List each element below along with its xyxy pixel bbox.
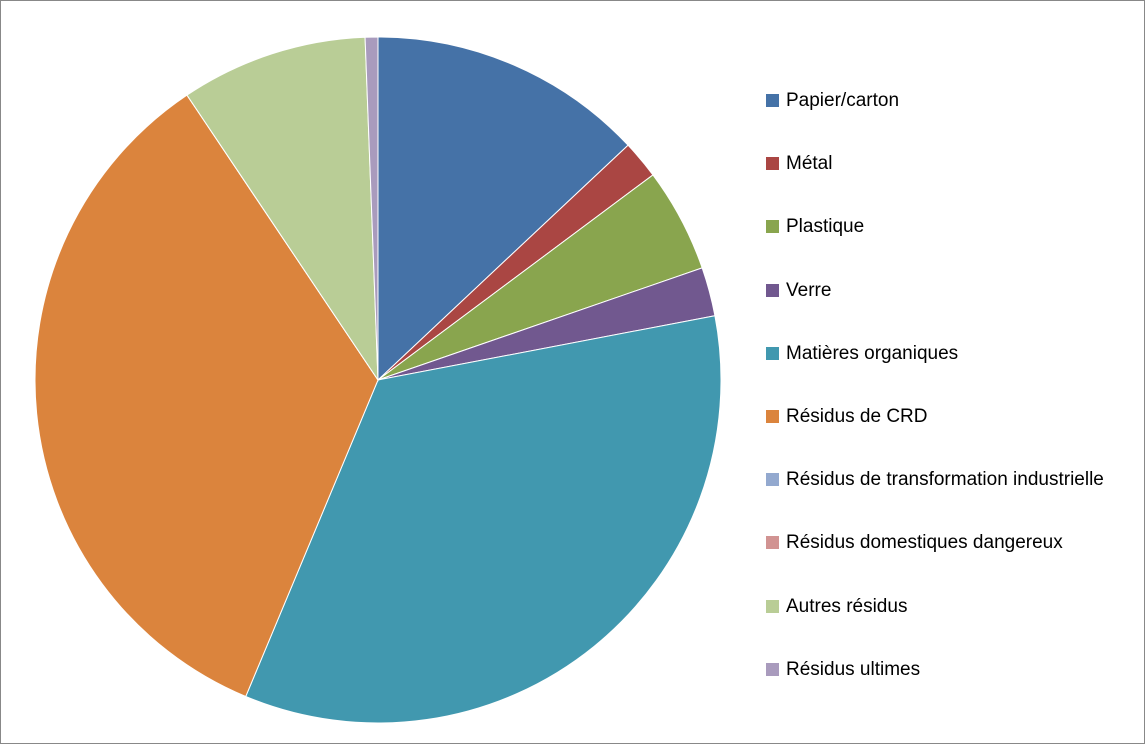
pie-slice [364, 36, 379, 381]
legend-swatch [766, 220, 779, 234]
legend-label: Papier/carton [786, 90, 900, 111]
legend-label: Plastique [786, 216, 865, 238]
legend-swatch [766, 410, 779, 423]
legend-entry: Résidus domestiques dangereux [766, 530, 1116, 556]
legend-entry: Papier/carton [766, 88, 1116, 114]
legend-entry: Métal [766, 151, 1116, 177]
legend-swatch [766, 283, 779, 297]
pie-slice [377, 36, 629, 382]
legend-label: Résidus domestiques dangereux [786, 532, 1063, 554]
legend-entry: Autres résidus [766, 594, 1116, 620]
legend-swatch [766, 346, 779, 360]
legend-swatch [766, 157, 779, 171]
legend-label: Résidus ultimes [786, 658, 921, 680]
legend-label: Résidus de transformation industrielle [786, 469, 1104, 491]
legend-entry: Résidus ultimes [766, 657, 1116, 683]
legend-label: Métal [786, 153, 833, 175]
pie-slice [245, 315, 722, 724]
legend-label: Résidus de CRD [786, 406, 928, 427]
legend-label: Autres résidus [786, 595, 908, 617]
legend-swatch [766, 473, 779, 487]
legend-entry: Plastique [766, 214, 1116, 240]
legend-entry: Verre [766, 278, 1116, 304]
legend-swatch [766, 536, 779, 550]
legend-entry: Résidus de transformation industrielle [766, 467, 1116, 493]
legend-swatch [766, 662, 779, 676]
legend-entry: Matières organiques [766, 341, 1116, 367]
legend-label: Matières organiques [786, 342, 959, 364]
legend-swatch [766, 94, 779, 107]
pie-slice [186, 36, 379, 382]
pie-slice [34, 94, 379, 698]
legend-label: Verre [786, 279, 832, 301]
legend-entry: Résidus de CRD [766, 404, 1116, 430]
legend-swatch [766, 599, 779, 613]
